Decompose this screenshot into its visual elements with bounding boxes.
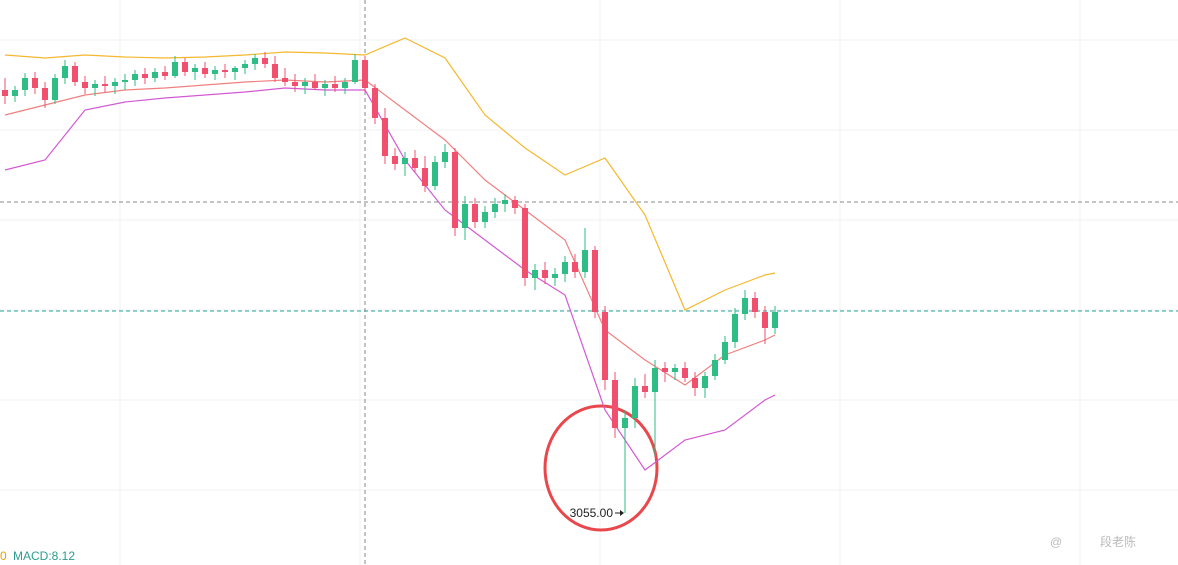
- candle-body: [42, 88, 48, 100]
- indicator-zero: 0: [0, 549, 7, 563]
- candle-body: [32, 78, 38, 88]
- low-arrow-head: [620, 510, 624, 516]
- candle-body: [472, 204, 478, 222]
- candle-body: [662, 368, 668, 372]
- candle-body: [202, 68, 208, 74]
- candle-body: [372, 88, 378, 118]
- candle-body: [652, 368, 658, 392]
- candle-body: [222, 70, 228, 72]
- candle-body: [682, 368, 688, 378]
- candle-body: [772, 312, 778, 328]
- candle-body: [602, 312, 608, 380]
- candle-body: [502, 200, 508, 204]
- candle-body: [342, 82, 348, 88]
- band-line: [4, 37, 776, 311]
- candle-body: [72, 66, 78, 82]
- candle-body: [322, 84, 328, 88]
- candle-body: [332, 84, 338, 88]
- candle-body: [462, 204, 468, 228]
- candle-body: [362, 60, 368, 88]
- candle-body: [352, 60, 358, 82]
- band-line: [4, 79, 776, 386]
- candle-body: [422, 168, 428, 186]
- candle-body: [722, 342, 728, 360]
- candle-body: [482, 212, 488, 222]
- candle-body: [192, 68, 198, 72]
- candle-body: [162, 72, 168, 76]
- candle-body: [542, 270, 548, 278]
- candle-body: [22, 78, 28, 90]
- candle-body: [392, 156, 398, 164]
- candle-body: [122, 80, 128, 82]
- candle-body: [412, 158, 418, 168]
- candle-body: [52, 78, 58, 100]
- low-label: 3055.00: [570, 506, 614, 520]
- candle-body: [82, 82, 88, 88]
- candle-body: [282, 78, 288, 82]
- candle-body: [732, 314, 738, 342]
- candle-body: [212, 70, 218, 74]
- candle-body: [522, 208, 528, 278]
- candle-body: [152, 72, 158, 78]
- candle-body: [692, 378, 698, 388]
- candle-body: [142, 74, 148, 78]
- candle-body: [672, 368, 678, 372]
- candle-body: [442, 152, 448, 162]
- candle-body: [752, 298, 758, 312]
- candle-body: [402, 158, 408, 164]
- candle-body: [512, 200, 518, 208]
- candle-body: [582, 250, 588, 272]
- candle-body: [382, 118, 388, 156]
- candle-body: [432, 162, 438, 186]
- candle-body: [292, 82, 298, 86]
- candle-body: [12, 90, 18, 96]
- candle-body: [62, 66, 68, 78]
- candle-body: [622, 418, 628, 428]
- candle-body: [612, 380, 618, 428]
- candle-body: [552, 274, 558, 278]
- candle-body: [632, 386, 638, 418]
- candle-body: [132, 74, 138, 80]
- candle-body: [232, 68, 238, 72]
- candle-body: [642, 386, 648, 392]
- candle-body: [762, 312, 768, 328]
- candle-body: [712, 360, 718, 376]
- candle-body: [562, 262, 568, 274]
- watermark-text: 段老陈: [1100, 534, 1136, 549]
- candle-body: [2, 90, 8, 96]
- candle-body: [182, 62, 188, 72]
- candle-body: [592, 250, 598, 312]
- macd-label: MACD:8.12: [13, 549, 75, 563]
- candle-body: [92, 84, 98, 88]
- candle-body: [242, 64, 248, 68]
- candle-body: [272, 64, 278, 78]
- candle-body: [112, 82, 118, 86]
- highlight-circle: [543, 404, 659, 532]
- candle-body: [252, 58, 258, 64]
- candle-body: [492, 204, 498, 212]
- candle-body: [742, 298, 748, 314]
- candle-body: [572, 262, 578, 272]
- candle-body: [452, 152, 458, 228]
- candle-body: [532, 270, 538, 278]
- candle-body: [172, 62, 178, 76]
- candle-body: [312, 82, 318, 88]
- candle-body: [702, 376, 708, 388]
- candle-body: [262, 58, 268, 64]
- candle-body: [102, 84, 108, 86]
- watermark-at: @: [1050, 535, 1062, 549]
- candle-body: [302, 82, 308, 86]
